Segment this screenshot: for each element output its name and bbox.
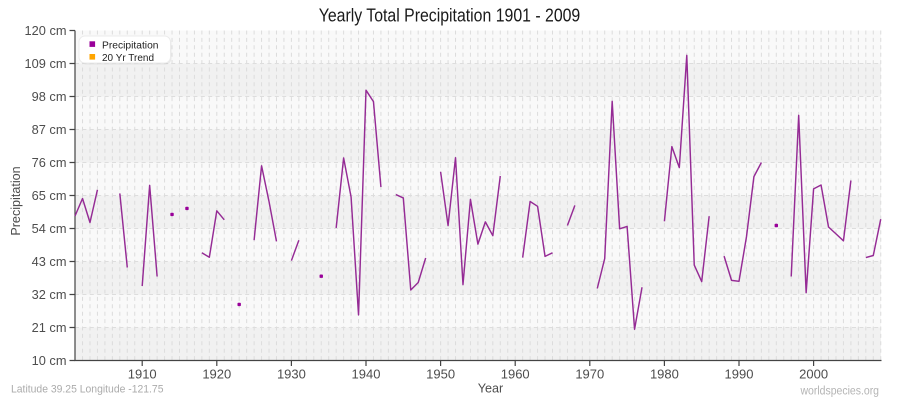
svg-text:65 cm: 65 cm bbox=[32, 188, 67, 203]
svg-text:10 cm: 10 cm bbox=[32, 353, 67, 368]
svg-text:109 cm: 109 cm bbox=[25, 56, 67, 71]
svg-text:worldspecies.org: worldspecies.org bbox=[800, 383, 879, 397]
svg-text:43 cm: 43 cm bbox=[32, 254, 67, 269]
svg-text:Precipitation: Precipitation bbox=[102, 40, 159, 51]
svg-text:1910: 1910 bbox=[128, 366, 157, 381]
svg-text:32 cm: 32 cm bbox=[32, 287, 67, 302]
svg-text:1960: 1960 bbox=[501, 366, 530, 381]
svg-text:1930: 1930 bbox=[277, 366, 306, 381]
svg-text:54 cm: 54 cm bbox=[32, 221, 67, 236]
svg-text:1990: 1990 bbox=[725, 366, 754, 381]
svg-text:Year: Year bbox=[478, 382, 503, 396]
svg-text:87 cm: 87 cm bbox=[32, 122, 67, 137]
svg-text:1920: 1920 bbox=[202, 366, 231, 381]
svg-text:1970: 1970 bbox=[575, 366, 604, 381]
svg-text:1940: 1940 bbox=[352, 366, 381, 381]
svg-text:Precipitation: Precipitation bbox=[9, 166, 23, 235]
svg-text:1950: 1950 bbox=[426, 366, 455, 381]
svg-text:1980: 1980 bbox=[650, 366, 679, 381]
svg-text:20 Yr Trend: 20 Yr Trend bbox=[102, 53, 154, 64]
svg-text:76 cm: 76 cm bbox=[32, 155, 67, 170]
svg-text:120 cm: 120 cm bbox=[25, 23, 67, 38]
svg-text:Latitude 39.25 Longitude -121.: Latitude 39.25 Longitude -121.75 bbox=[11, 384, 164, 396]
svg-text:21 cm: 21 cm bbox=[32, 320, 67, 335]
svg-text:2000: 2000 bbox=[799, 366, 828, 381]
svg-text:Yearly Total Precipitation 190: Yearly Total Precipitation 1901 - 2009 bbox=[319, 5, 581, 26]
svg-text:98 cm: 98 cm bbox=[32, 89, 67, 104]
